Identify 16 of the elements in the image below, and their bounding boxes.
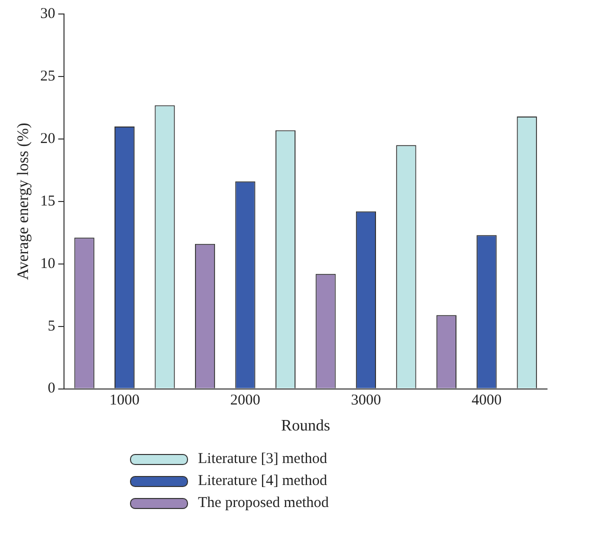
y-tick-label: 30 [40,6,56,22]
y-tick-label: 25 [40,68,56,84]
y-tick-label: 5 [48,318,56,334]
y-tick-label: 20 [40,130,56,147]
y-axis-title: Average energy loss (%) [14,122,32,280]
y-tick-label: 15 [40,193,56,210]
x-tick-label: 3000 [350,392,381,409]
legend-label: Literature [4] method [198,472,328,490]
x-tick-label: 1000 [110,392,140,409]
legend-label: Literature [3] method [198,450,328,468]
x-tick-label: 2000 [230,392,260,409]
y-tick-label: 10 [40,256,56,272]
x-axis-title: Rounds [281,418,330,435]
legend-label: The proposed method [198,494,329,512]
x-tick-label: 4000 [472,392,502,409]
y-tick-label: 0 [48,380,56,397]
